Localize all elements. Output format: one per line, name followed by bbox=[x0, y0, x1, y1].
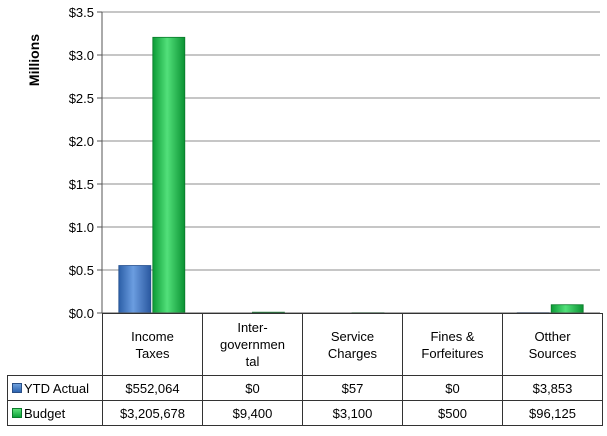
data-table: Income Taxes Inter-governmen tal Service Char… bbox=[7, 313, 603, 426]
y-tick-label: $3.5 bbox=[69, 5, 94, 20]
y-axis-ticks: $0.0$0.5$1.0$1.5$2.0$2.5$3.0$3.5 bbox=[69, 5, 102, 321]
table-row-budget: Budget $3,205,678 $9,400 $3,100 $500 $96,125 bbox=[7, 400, 603, 426]
data-label: $0 bbox=[202, 375, 303, 401]
legend-swatch-green bbox=[12, 407, 22, 418]
bar-budget-0 bbox=[152, 36, 186, 314]
data-label: $500 bbox=[402, 400, 503, 426]
data-label: $3,205,678 bbox=[102, 400, 203, 426]
data-label: $57 bbox=[302, 375, 403, 401]
table-corner bbox=[7, 313, 103, 376]
bar-budget-4 bbox=[550, 304, 584, 314]
legend-label: YTD Actual bbox=[24, 380, 90, 396]
category-label: Income Taxes bbox=[102, 313, 203, 376]
legend-label: Budget bbox=[24, 405, 66, 421]
table-row-ytd-actual: YTD Actual $552,064 $0 $57 $0 $3,853 bbox=[7, 375, 603, 401]
data-label: $9,400 bbox=[202, 400, 303, 426]
y-tick-label: $1.5 bbox=[69, 177, 94, 192]
y-tick-label: $1.0 bbox=[69, 220, 94, 235]
category-row: Income Taxes Inter-governmen tal Service Char… bbox=[7, 313, 603, 376]
data-label: $552,064 bbox=[102, 375, 203, 401]
y-tick-label: $2.0 bbox=[69, 134, 94, 149]
bars bbox=[118, 36, 584, 314]
category-label: Service Charges bbox=[302, 313, 403, 376]
y-tick-label: $3.0 bbox=[69, 48, 94, 63]
y-tick-label: $0.5 bbox=[69, 263, 94, 278]
y-tick-label: $2.5 bbox=[69, 91, 94, 106]
bar-ytd-actual-0 bbox=[118, 265, 152, 314]
data-label: $96,125 bbox=[502, 400, 603, 426]
category-label: Fines & Forfeitures bbox=[402, 313, 503, 376]
data-label: $3,853 bbox=[502, 375, 603, 401]
y-axis-label: Millions bbox=[26, 34, 42, 86]
data-label: $0 bbox=[402, 375, 503, 401]
category-label: Otther Sources bbox=[502, 313, 603, 376]
legend-swatch-blue bbox=[12, 382, 22, 393]
data-label: $3,100 bbox=[302, 400, 403, 426]
category-label: Inter-governmen tal bbox=[202, 313, 303, 376]
legend-ytd-actual: YTD Actual bbox=[7, 375, 103, 401]
legend-budget: Budget bbox=[7, 400, 103, 426]
